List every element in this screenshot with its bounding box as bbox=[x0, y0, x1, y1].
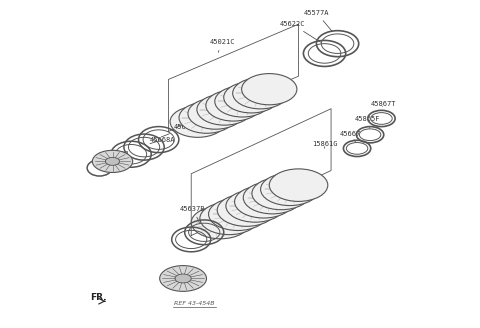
Ellipse shape bbox=[197, 94, 252, 125]
Text: FR.: FR. bbox=[90, 293, 106, 302]
Ellipse shape bbox=[235, 186, 293, 218]
Text: 45868U: 45868U bbox=[176, 112, 218, 128]
Ellipse shape bbox=[217, 194, 276, 226]
Ellipse shape bbox=[243, 181, 302, 214]
Ellipse shape bbox=[191, 206, 250, 239]
Ellipse shape bbox=[233, 78, 288, 109]
Ellipse shape bbox=[261, 173, 319, 206]
Text: 45668A: 45668A bbox=[149, 137, 175, 144]
Text: 45867T: 45867T bbox=[371, 101, 396, 107]
Text: 45668B: 45668B bbox=[161, 124, 199, 137]
Ellipse shape bbox=[160, 266, 206, 291]
Ellipse shape bbox=[206, 90, 261, 121]
Ellipse shape bbox=[188, 98, 243, 129]
Text: 45637B: 45637B bbox=[180, 206, 205, 223]
Ellipse shape bbox=[241, 73, 297, 105]
Ellipse shape bbox=[105, 157, 120, 165]
Ellipse shape bbox=[170, 106, 226, 137]
Text: 45667: 45667 bbox=[339, 131, 360, 142]
Text: 15861G: 15861G bbox=[312, 141, 338, 148]
Text: 45622C: 45622C bbox=[279, 21, 321, 42]
Ellipse shape bbox=[252, 177, 311, 210]
Ellipse shape bbox=[175, 274, 191, 283]
Ellipse shape bbox=[269, 169, 328, 201]
Text: REF 43-454B: REF 43-454B bbox=[174, 301, 215, 306]
Ellipse shape bbox=[224, 82, 279, 113]
Ellipse shape bbox=[179, 102, 234, 133]
Ellipse shape bbox=[215, 86, 270, 117]
Text: 15716B: 15716B bbox=[103, 151, 129, 159]
Ellipse shape bbox=[92, 150, 132, 173]
Text: 45577A: 45577A bbox=[304, 10, 333, 32]
Ellipse shape bbox=[226, 190, 285, 222]
Text: 45865F: 45865F bbox=[355, 116, 380, 128]
Ellipse shape bbox=[209, 198, 267, 231]
Text: 45021C: 45021C bbox=[209, 39, 235, 52]
Ellipse shape bbox=[200, 202, 258, 235]
